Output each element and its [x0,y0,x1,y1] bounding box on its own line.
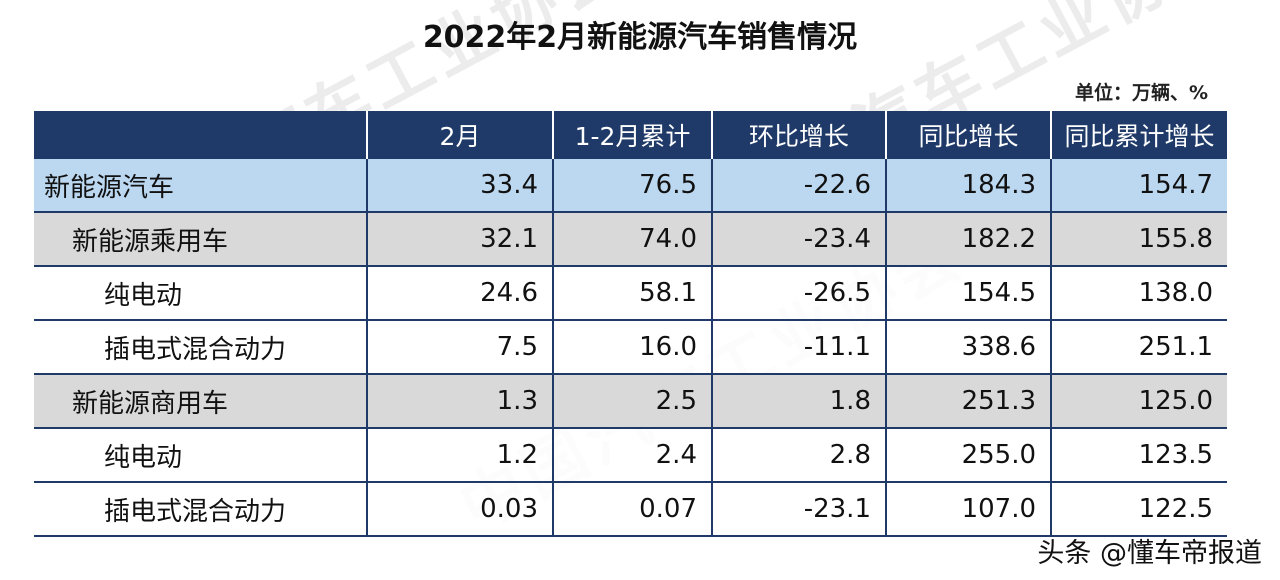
table-cell: 32.1 [367,212,554,267]
chart-title: 2022年2月新能源汽车销售情况 [422,20,858,55]
table-row: 纯电动 1.2 2.4 2.8 255.0 123.5 [34,428,1227,483]
column-header: 同比累计增长 [1051,111,1227,159]
column-header: 环比增长 [712,111,887,159]
table-cell: 338.6 [886,320,1052,375]
table-row: 插电式混合动力 0.03 0.07 -23.1 107.0 122.5 [34,482,1227,537]
table-row: 新能源汽车 33.4 76.5 -22.6 184.3 154.7 [34,159,1227,213]
table-cell: 255.0 [886,428,1052,483]
row-label: 纯电动 [34,266,368,321]
table-cell: 7.5 [367,320,554,375]
table-cell: 24.6 [367,266,554,321]
table-cell: 184.3 [886,159,1052,213]
table-cell: 154.7 [1051,159,1227,213]
column-header: 1-2月累计 [553,111,713,159]
table-row: 新能源乘用车 32.1 74.0 -23.4 182.2 155.8 [34,212,1227,267]
table-cell: 16.0 [553,320,713,375]
table-cell: 2.4 [553,428,713,483]
row-label: 新能源乘用车 [34,212,368,267]
table-cell: -11.1 [712,320,887,375]
unit-label: 单位：万辆、% [1074,82,1208,104]
column-header: 同比增长 [886,111,1052,159]
row-label: 新能源商用车 [34,374,368,429]
table-cell: 251.1 [1051,320,1227,375]
table-row: 插电式混合动力 7.5 16.0 -11.1 338.6 251.1 [34,320,1227,375]
table-cell: 125.0 [1051,374,1227,429]
table-cell: 182.2 [886,212,1052,267]
table-row: 纯电动 24.6 58.1 -26.5 154.5 138.0 [34,266,1227,321]
header-row: 2月 1-2月累计 环比增长 同比增长 同比累计增长 [34,111,1227,159]
table-cell: -22.6 [712,159,887,213]
row-label: 新能源汽车 [34,159,368,213]
table-cell: 74.0 [553,212,713,267]
table-row: 新能源商用车 1.3 2.5 1.8 251.3 125.0 [34,374,1227,429]
table-cell: 58.1 [553,266,713,321]
table-cell: -23.4 [712,212,887,267]
table-cell: 154.5 [886,266,1052,321]
footer-attribution: 头条 @懂车帝报道 [1037,538,1262,569]
column-header: 2月 [367,111,554,159]
table-cell: 1.8 [712,374,887,429]
table-cell: 155.8 [1051,212,1227,267]
table-cell: 123.5 [1051,428,1227,483]
table-cell: -26.5 [712,266,887,321]
table-cell: 107.0 [886,482,1052,537]
table-cell: 2.8 [712,428,887,483]
table-cell: 1.3 [367,374,554,429]
row-label: 插电式混合动力 [34,320,368,375]
table-cell: 2.5 [553,374,713,429]
sales-table: 2月 1-2月累计 环比增长 同比增长 同比累计增长 新能源汽车 33.4 76.5 -22.… [34,111,1227,537]
table-cell: 33.4 [367,159,554,213]
table-cell: 1.2 [367,428,554,483]
table-cell: 0.03 [367,482,554,537]
table-cell: 122.5 [1051,482,1227,537]
table-cell: 0.07 [553,482,713,537]
table-body: 新能源汽车 33.4 76.5 -22.6 184.3 154.7 新能源乘用车 32.1 74… [34,159,1227,537]
table-cell: 138.0 [1051,266,1227,321]
row-label: 插电式混合动力 [34,482,368,537]
row-label: 纯电动 [34,428,368,483]
column-header [34,111,368,159]
table-cell: 76.5 [553,159,713,213]
table-cell: -23.1 [712,482,887,537]
table-cell: 251.3 [886,374,1052,429]
